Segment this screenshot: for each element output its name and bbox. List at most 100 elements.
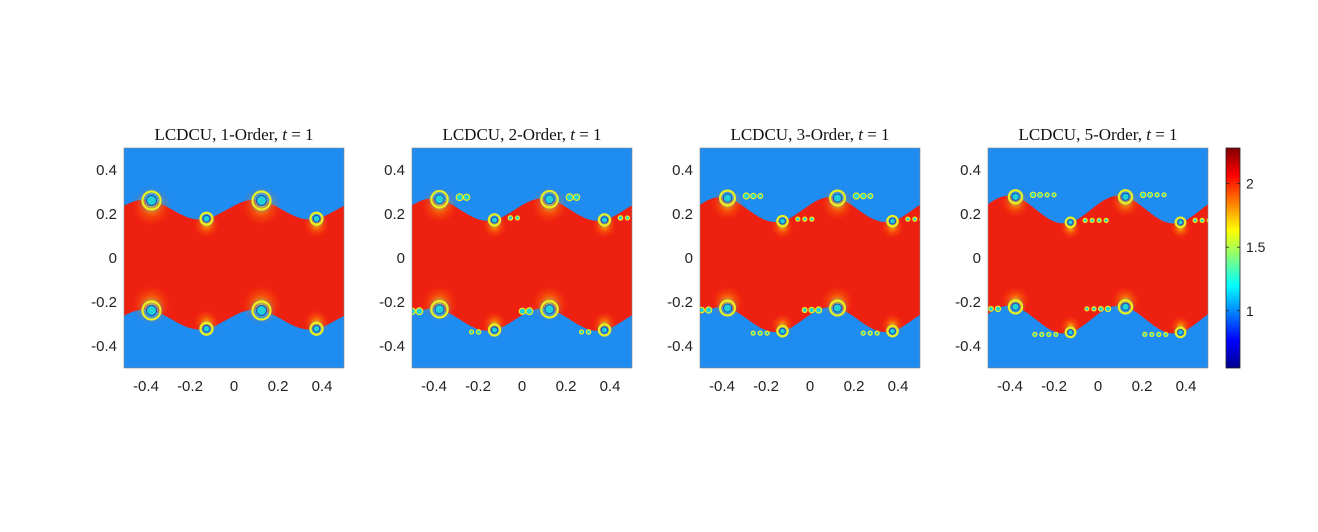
x-tick-label: 0 bbox=[806, 378, 814, 395]
x-tick-label: -0.2 bbox=[753, 378, 779, 395]
heatmap-area bbox=[124, 148, 344, 368]
x-tick-label: 0 bbox=[518, 378, 526, 395]
dense-band bbox=[700, 197, 920, 333]
colorbar-gradient bbox=[1225, 147, 1241, 369]
x-tick-label: -0.4 bbox=[133, 378, 159, 395]
x-tick-label: 0.2 bbox=[844, 378, 865, 395]
x-tick-label: -0.2 bbox=[465, 378, 491, 395]
vortex bbox=[1000, 186, 1057, 218]
x-tick-label: 0.4 bbox=[312, 378, 333, 395]
colorbar: 11.52 bbox=[1225, 147, 1266, 369]
title-suffix: = 1 bbox=[575, 125, 602, 144]
x-tick-label: 0.4 bbox=[888, 378, 909, 395]
colorbar-tick-label: 2 bbox=[1246, 176, 1254, 192]
x-tick-label: 0.2 bbox=[1132, 378, 1153, 395]
vortex bbox=[193, 209, 220, 238]
colorbar-tick-label: 1 bbox=[1246, 303, 1254, 319]
vortex bbox=[482, 210, 521, 239]
vortex bbox=[131, 186, 172, 227]
vortex bbox=[1084, 286, 1141, 318]
vortex bbox=[881, 212, 920, 239]
x-tick-label: 0 bbox=[230, 378, 238, 395]
title-suffix: = 1 bbox=[863, 125, 890, 144]
vortex bbox=[988, 286, 1031, 318]
x-tick-label: 0.2 bbox=[268, 378, 289, 395]
y-tick-label: -0.4 bbox=[91, 338, 117, 355]
y-tick-label: -0.4 bbox=[667, 338, 693, 355]
y-tick-label: -0.2 bbox=[955, 294, 981, 311]
vortex bbox=[592, 210, 631, 239]
heatmap-area bbox=[412, 148, 632, 368]
y-tick-label: 0.4 bbox=[672, 162, 693, 179]
vortex bbox=[131, 284, 172, 325]
y-tick-label: 0 bbox=[973, 250, 981, 267]
title-var: t bbox=[1146, 125, 1152, 144]
y-tick-label: 0.2 bbox=[96, 206, 117, 223]
panel-title: LCDCU, 3-Order, t = 1 bbox=[730, 125, 889, 144]
axes-frame bbox=[123, 147, 345, 369]
vortex bbox=[578, 311, 617, 339]
axes-frame bbox=[699, 147, 921, 369]
y-tick-label: 0.2 bbox=[384, 206, 405, 223]
vortex bbox=[700, 285, 744, 320]
vortex bbox=[1032, 315, 1082, 341]
axes-frame bbox=[411, 147, 633, 369]
panel-title: LCDCU, 1-Order, t = 1 bbox=[154, 125, 313, 144]
x-tick-label: 0.4 bbox=[1176, 378, 1197, 395]
x-tick-label: -0.4 bbox=[709, 378, 735, 395]
panel-title: LCDCU, 2-Order, t = 1 bbox=[442, 125, 601, 144]
x-tick-label: 0.2 bbox=[556, 378, 577, 395]
vortex bbox=[860, 313, 904, 340]
y-tick-label: -0.4 bbox=[955, 338, 981, 355]
y-tick-label: 0.4 bbox=[96, 162, 117, 179]
y-tick-label: -0.2 bbox=[667, 294, 693, 311]
vortex bbox=[421, 186, 471, 224]
panel-3: LCDCU, 3-Order, t = 1 -0.4 -0.2 0 0.2 0.4 0.4 0… bbox=[667, 125, 921, 395]
vortex bbox=[1142, 315, 1192, 341]
title-var: t bbox=[570, 125, 576, 144]
x-tick-label: -0.2 bbox=[1041, 378, 1067, 395]
y-tick-label: -0.2 bbox=[379, 294, 405, 311]
dense-band bbox=[988, 195, 1208, 334]
y-tick-label: 0 bbox=[397, 250, 405, 267]
title-prefix: LCDCU, 5-Order, bbox=[1018, 125, 1146, 144]
vortex bbox=[193, 309, 220, 339]
title-var: t bbox=[858, 125, 864, 144]
vortex bbox=[241, 284, 282, 325]
vortex bbox=[801, 285, 854, 320]
title-suffix: = 1 bbox=[287, 125, 314, 144]
y-tick-label: 0.2 bbox=[960, 206, 981, 223]
dense-band bbox=[124, 199, 344, 330]
title-prefix: LCDCU, 2-Order, bbox=[442, 125, 570, 144]
vortex bbox=[303, 309, 330, 339]
vortex bbox=[1169, 214, 1208, 239]
title-var: t bbox=[282, 125, 288, 144]
vortex bbox=[468, 311, 507, 339]
y-tick-label: 0.4 bbox=[960, 162, 981, 179]
x-tick-label: 0.4 bbox=[600, 378, 621, 395]
vortex bbox=[518, 285, 568, 323]
y-tick-label: -0.2 bbox=[91, 294, 117, 311]
y-tick-label: 0.2 bbox=[672, 206, 693, 223]
x-tick-label: -0.2 bbox=[177, 378, 203, 395]
axes-frame bbox=[987, 147, 1209, 369]
vortex bbox=[821, 186, 874, 221]
vortex bbox=[412, 285, 458, 323]
vortex bbox=[303, 209, 330, 238]
vortex bbox=[531, 186, 581, 224]
title-prefix: LCDCU, 1-Order, bbox=[154, 125, 282, 144]
panel-4: LCDCU, 5-Order, t = 1 -0.4 -0.2 0 0.2 0.4 0.4 0… bbox=[955, 125, 1209, 395]
vortex bbox=[771, 212, 815, 239]
vortex bbox=[241, 186, 282, 227]
colorbar-tick-label: 1.5 bbox=[1246, 239, 1266, 255]
y-tick-label: 0 bbox=[685, 250, 693, 267]
x-tick-label: -0.4 bbox=[997, 378, 1023, 395]
vortex bbox=[750, 313, 794, 340]
title-suffix: = 1 bbox=[1151, 125, 1178, 144]
heatmap-area bbox=[988, 148, 1208, 368]
y-tick-label: 0.4 bbox=[384, 162, 405, 179]
title-prefix: LCDCU, 3-Order, bbox=[730, 125, 858, 144]
vortex bbox=[1110, 186, 1167, 218]
panel-2: LCDCU, 2-Order, t = 1 -0.4 -0.2 0 0.2 0.4 0.4 0… bbox=[379, 125, 633, 395]
